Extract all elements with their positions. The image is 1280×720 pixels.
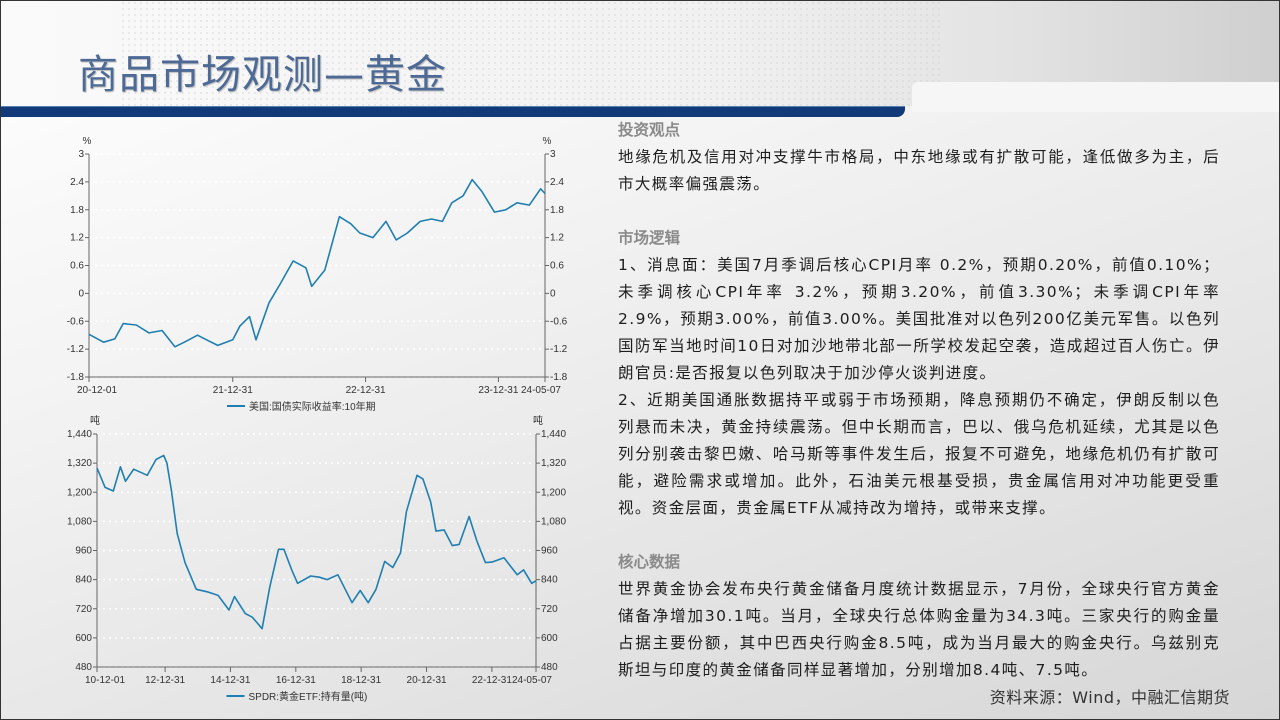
title-underline-bar — [0, 106, 905, 117]
y-tick-label-right: -1.8 — [550, 372, 568, 383]
section-market-logic: 市场逻辑 1、消息面：美国7月季调后核心CPI月率 0.2%，预期0.20%，前… — [618, 225, 1220, 522]
y-tick-label-right: 1,440 — [541, 429, 566, 440]
x-tick-label: 12-12-31 — [145, 675, 185, 686]
section-heading: 投资观点 — [618, 121, 681, 139]
x-tick-label: 23-12-31 — [478, 385, 518, 396]
section-paragraph: 世界黄金协会发布央行黄金储备月度统计数据显示，7月份，全球央行官方黄金储备净增加… — [618, 580, 1220, 679]
page-title: 商品市场观测—黄金 — [78, 52, 447, 98]
y-tick-label-left: 1.8 — [70, 205, 84, 216]
y-tick-label-left: 3 — [78, 149, 84, 160]
y-tick-label-left: 1.2 — [70, 233, 84, 244]
section-paragraph: 2、近期美国通胀数据持平或弱于市场预期，降息预期仍不确定，伊朗反制以色列悬而未决… — [618, 391, 1220, 517]
unit-label-left: 吨 — [90, 414, 100, 427]
section-paragraph: 地缘危机及信用对冲支撑牛市格局，中东地缘或有扩散可能，逢低做多为主，后市大概率偏… — [618, 148, 1220, 193]
spdr-holdings-chart: 480 480 600 600 720 720 840 840 960 960 1,080 1,080… — [67, 414, 566, 703]
y-tick-label-left: 600 — [75, 633, 92, 644]
y-tick-label-left: 0 — [78, 288, 84, 299]
y-tick-label-left: 480 — [75, 662, 92, 673]
y-tick-label-left: 1,440 — [67, 429, 92, 440]
header-accent — [912, 82, 1280, 112]
y-tick-label-right: 0 — [550, 288, 556, 299]
y-tick-label-right: -1.2 — [550, 344, 568, 355]
y-tick-label-left: 840 — [75, 575, 92, 586]
x-tick-label: 24-05-07 — [512, 675, 552, 686]
y-tick-label-left: -0.6 — [67, 316, 85, 327]
x-tick-label: 16-12-31 — [276, 675, 316, 686]
y-tick-label-left: 1,200 — [67, 487, 92, 498]
y-tick-label-right: 720 — [541, 604, 558, 615]
y-tick-label-right: 1,320 — [541, 458, 566, 469]
y-tick-label-left: 2.4 — [70, 177, 84, 188]
section-heading: 核心数据 — [618, 553, 681, 571]
world-map-decoration — [120, 0, 940, 110]
y-tick-label-right: 3 — [550, 149, 556, 160]
y-tick-label-left: -1.8 — [67, 372, 85, 383]
y-tick-label-left: 0.6 — [70, 261, 84, 272]
x-tick-label: 14-12-31 — [210, 675, 250, 686]
x-tick-label: 18-12-31 — [341, 675, 381, 686]
unit-label-right: % — [543, 136, 552, 147]
y-tick-label-left: -1.2 — [67, 344, 85, 355]
x-tick-label: 22-12-31 — [346, 385, 386, 396]
y-tick-label-right: 0.6 — [550, 261, 564, 272]
x-tick-label: 21-12-31 — [213, 385, 253, 396]
section-paragraph: 1、消息面：美国7月季调后核心CPI月率 0.2%，预期0.20%，前值0.10… — [618, 256, 1220, 382]
x-tick-label: 10-12-01 — [85, 675, 125, 686]
real-yield-chart: -1.8 -1.8 -1.2 -1.2 -0.6 -0.6 0 0 0.6 0.6 1.2 1.2 1.… — [67, 136, 568, 413]
data-source-note: 资料来源：Wind，中融汇信期货 — [989, 688, 1230, 707]
y-tick-label-right: 960 — [541, 546, 558, 557]
x-tick-label: 20-12-31 — [407, 675, 447, 686]
y-tick-label-right: 480 — [541, 662, 558, 673]
series-line — [96, 454, 537, 630]
x-tick-label: 20-12-01 — [77, 385, 117, 396]
section-heading: 市场逻辑 — [618, 229, 681, 247]
y-tick-label-right: 600 — [541, 633, 558, 644]
legend-label: SPDR:黄金ETF:持有量(吨) — [249, 690, 368, 703]
unit-label-right: 吨 — [533, 414, 543, 427]
section-core-data: 核心数据 世界黄金协会发布央行黄金储备月度统计数据显示，7月份，全球央行官方黄金… — [618, 549, 1220, 684]
y-tick-label-left: 960 — [75, 546, 92, 557]
y-tick-label-right: 1.8 — [550, 205, 564, 216]
y-tick-label-right: 2.4 — [550, 177, 564, 188]
y-tick-label-right: 1,080 — [541, 516, 566, 527]
analysis-panel: 投资观点 地缘危机及信用对冲支撑牛市格局，中东地缘或有扩散可能，逢低做多为主，后… — [618, 117, 1220, 684]
y-tick-label-left: 720 — [75, 604, 92, 615]
y-tick-label-right: 1.2 — [550, 233, 564, 244]
section-investment-view: 投资观点 地缘危机及信用对冲支撑牛市格局，中东地缘或有扩散可能，逢低做多为主，后… — [618, 117, 1220, 198]
y-tick-label-right: 1,200 — [541, 487, 566, 498]
x-tick-label: 22-12-31 — [472, 675, 512, 686]
series-line — [88, 178, 546, 348]
y-tick-label-left: 1,320 — [67, 458, 92, 469]
legend-label: 美国:国债实际收益率:10年期 — [249, 400, 376, 413]
unit-label-left: % — [83, 136, 92, 147]
x-tick-label: 24-05-07 — [521, 385, 561, 396]
y-tick-label-left: 1,080 — [67, 516, 92, 527]
y-tick-label-right: 840 — [541, 575, 558, 586]
y-tick-label-right: -0.6 — [550, 316, 568, 327]
